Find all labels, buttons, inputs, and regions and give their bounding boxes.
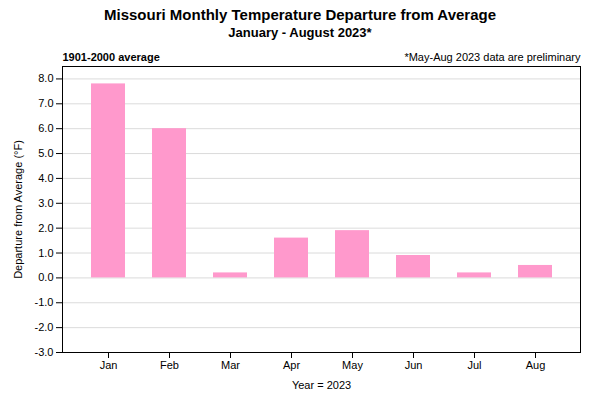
html-text:January - August 2023*: January - August 2023* <box>228 25 372 40</box>
svg-text:*May-Aug 2023 data are prelimi: *May-Aug 2023 data are preliminary <box>404 51 581 63</box>
svg-text:Feb: Feb <box>160 359 179 371</box>
svg-text:5.0: 5.0 <box>38 147 53 159</box>
svg-text:-2.0: -2.0 <box>35 321 54 333</box>
html-text:Missouri Monthly Temperature D: Missouri Monthly Temperature Departure f… <box>104 6 496 23</box>
svg-text:Aug: Aug <box>526 359 546 371</box>
svg-text:0.0: 0.0 <box>38 271 53 283</box>
svg-text:Mar: Mar <box>221 359 240 371</box>
svg-text:1.0: 1.0 <box>38 247 53 259</box>
svg-text:1901-2000 average: 1901-2000 average <box>63 51 160 63</box>
svg-text:Jul: Jul <box>467 359 481 371</box>
svg-text:3.0: 3.0 <box>38 197 53 209</box>
svg-text:Departure from Average (°F): Departure from Average (°F) <box>12 140 24 279</box>
svg-text:4.0: 4.0 <box>38 172 53 184</box>
svg-text:Jun: Jun <box>405 359 423 371</box>
svg-text:Jan: Jan <box>100 359 118 371</box>
svg-text:8.0: 8.0 <box>38 72 53 84</box>
svg-text:May: May <box>342 359 363 371</box>
svg-text:-3.0: -3.0 <box>35 346 54 358</box>
svg-text:7.0: 7.0 <box>38 97 53 109</box>
svg-text:6.0: 6.0 <box>38 122 53 134</box>
svg-text:Apr: Apr <box>283 359 300 371</box>
svg-text:Year = 2023: Year = 2023 <box>292 379 351 391</box>
svg-text:2.0: 2.0 <box>38 222 53 234</box>
svg-text:-1.0: -1.0 <box>35 296 54 308</box>
